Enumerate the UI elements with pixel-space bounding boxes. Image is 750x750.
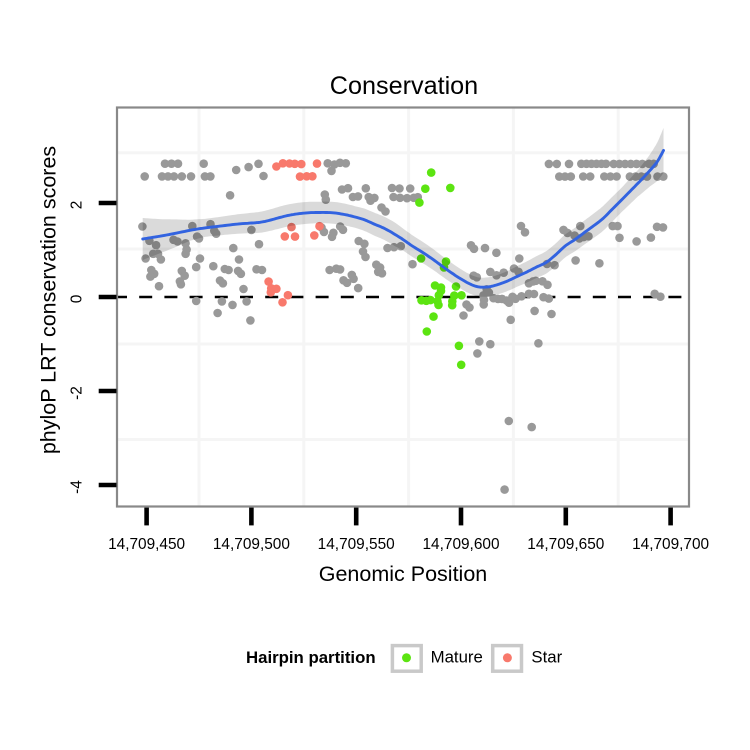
svg-text:Star: Star <box>531 647 562 666</box>
svg-text:14,709,500: 14,709,500 <box>213 536 290 553</box>
svg-text:14,709,650: 14,709,650 <box>527 536 604 553</box>
svg-text:phyloP LRT conservation scores: phyloP LRT conservation scores <box>37 146 61 454</box>
svg-text:Conservation: Conservation <box>330 72 478 100</box>
svg-text:-4: -4 <box>69 480 86 494</box>
svg-text:14,709,600: 14,709,600 <box>422 536 499 553</box>
svg-text:-2: -2 <box>69 386 86 400</box>
svg-text:Hairpin partition: Hairpin partition <box>246 648 376 667</box>
svg-text:0: 0 <box>69 295 86 304</box>
svg-text:14,709,550: 14,709,550 <box>318 536 395 553</box>
svg-text:Mature: Mature <box>431 647 483 666</box>
svg-text:Genomic Position: Genomic Position <box>319 562 488 586</box>
svg-text:14,709,700: 14,709,700 <box>632 536 709 553</box>
svg-text:14,709,450: 14,709,450 <box>108 536 185 553</box>
svg-text:2: 2 <box>69 201 86 210</box>
